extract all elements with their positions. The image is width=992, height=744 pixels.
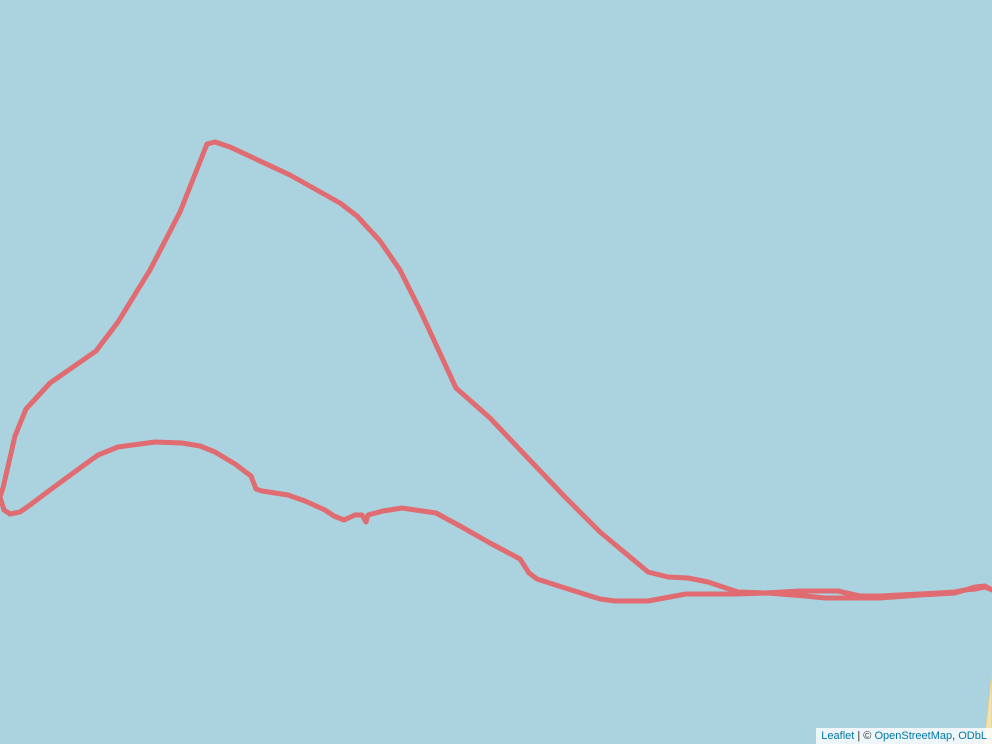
map-attribution: Leaflet | © OpenStreetMap, ODbL [816, 728, 992, 744]
openstreetmap-link[interactable]: OpenStreetMap [874, 730, 953, 742]
odbl-link[interactable]: ODbL [958, 730, 987, 742]
attribution-comma: , [952, 730, 959, 742]
leaflet-link[interactable]: Leaflet [821, 730, 855, 742]
shoreline [983, 671, 992, 744]
gps-track[interactable] [0, 139, 992, 604]
attribution-separator: | © [854, 730, 875, 742]
